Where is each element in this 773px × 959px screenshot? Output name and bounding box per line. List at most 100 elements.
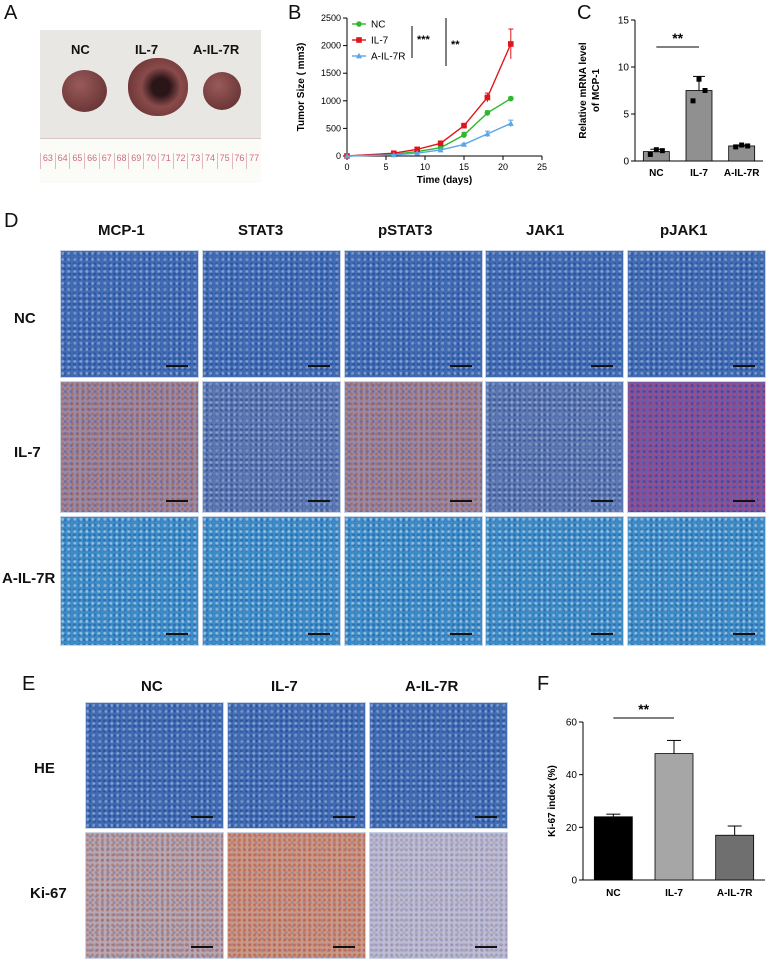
e-tile-ki67-nc xyxy=(85,832,224,959)
f-x-tick-label: IL-7 xyxy=(665,888,683,899)
b-data-point xyxy=(390,151,397,158)
d-tile-il7-stat3 xyxy=(202,381,341,513)
c-y-axis-label-line-1: Relative mRNA level xyxy=(578,42,589,139)
ruler-number: 71 xyxy=(157,153,173,169)
e-tile-ki67-ail7r xyxy=(369,832,508,959)
c-data-point xyxy=(702,88,708,93)
c-data-point xyxy=(690,98,696,104)
d-tile-ail7r-stat3 xyxy=(202,516,341,646)
c-x-tick-label: IL-7 xyxy=(690,168,708,179)
c-data-point xyxy=(745,143,751,149)
e-col-nc: NC xyxy=(141,678,163,695)
ruler: 63 64 65 66 67 68 69 70 71 72 73 74 75 76 77 xyxy=(40,138,261,183)
f-x-tick-label: A-IL-7R xyxy=(717,888,753,899)
b-legend-marker xyxy=(356,52,362,59)
e-tile-he-nc xyxy=(85,702,224,829)
d-tile-il7-mcp1 xyxy=(60,381,199,513)
f-y-tick-label: 60 xyxy=(566,718,578,729)
ruler-number: 63 xyxy=(40,153,55,169)
f-y-axis-label: Ki-67 index (%) xyxy=(547,765,558,837)
c-data-point xyxy=(647,151,653,157)
d-tile-nc-stat3 xyxy=(202,250,341,378)
c-data-point xyxy=(739,142,745,148)
e-col-il7: IL-7 xyxy=(271,678,298,695)
b-data-point xyxy=(484,130,491,137)
ruler-number: 67 xyxy=(98,153,114,169)
d-tile-nc-mcp1 xyxy=(60,250,199,378)
b-y-tick-label: 0 xyxy=(336,151,341,161)
ruler-number: 76 xyxy=(231,153,247,169)
f-y-tick-label: 20 xyxy=(566,823,578,834)
tumor-nc xyxy=(62,70,107,112)
c-data-point xyxy=(733,144,739,150)
b-data-point xyxy=(484,110,491,116)
b-y-tick-label: 1500 xyxy=(321,68,341,78)
b-sig-stars-1: *** xyxy=(417,34,431,46)
b-data-point xyxy=(437,140,444,147)
d-col-mcp1: MCP-1 xyxy=(98,222,145,239)
ruler-number: 64 xyxy=(54,153,70,169)
b-series-line-nc xyxy=(346,97,512,157)
d-tile-ail7r-mcp1 xyxy=(60,516,199,646)
d-col-jak1: JAK1 xyxy=(526,222,565,239)
panel-letter-d: D xyxy=(4,210,19,232)
b-x-tick-label: 25 xyxy=(537,162,547,172)
d-row-il7: IL-7 xyxy=(14,444,41,461)
ruler-number: 68 xyxy=(113,153,129,169)
b-data-point xyxy=(414,146,420,153)
f-y-tick-label: 0 xyxy=(571,876,577,887)
panel-letter-c: C xyxy=(577,2,592,24)
tumor-il7 xyxy=(128,58,188,116)
b-data-point xyxy=(461,132,467,138)
b-data-point xyxy=(461,122,467,129)
c-y-axis-label-line-2: of MCP-1 xyxy=(591,68,602,112)
b-x-tick-label: 5 xyxy=(383,162,388,172)
b-x-axis-label: Time (days) xyxy=(417,175,472,185)
d-tile-ail7r-pjak1 xyxy=(627,516,766,646)
d-tile-il7-pjak1 xyxy=(627,381,766,513)
c-bar xyxy=(728,145,756,162)
ruler-number: 77 xyxy=(246,153,261,169)
e-col-ail7r: A-IL-7R xyxy=(405,678,459,695)
d-col-pstat3: pSTAT3 xyxy=(378,222,433,239)
b-legend-label: A-IL-7R xyxy=(371,52,405,63)
b-y-tick-label: 2500 xyxy=(321,13,341,23)
tumor-ail7r xyxy=(203,72,241,110)
e-tile-he-il7 xyxy=(227,702,366,829)
c-bar xyxy=(685,90,713,162)
d-tile-ail7r-jak1 xyxy=(485,516,624,646)
b-data-point xyxy=(508,95,514,102)
b-data-point xyxy=(437,146,444,153)
d-col-pjak1: pJAK1 xyxy=(660,222,708,239)
tumor-growth-chart: 0 500 1000 1500 2000 2500 0 5 10 15 20 25 Time (days… xyxy=(296,13,547,185)
e-row-he: HE xyxy=(34,760,55,777)
b-x-tick-label: 15 xyxy=(459,162,469,172)
c-bar xyxy=(642,151,670,162)
panel-letter-e: E xyxy=(22,673,36,695)
c-data-point xyxy=(659,148,665,154)
b-data-point xyxy=(414,150,421,156)
d-tile-il7-pstat3 xyxy=(344,381,483,513)
d-tile-il7-jak1 xyxy=(485,381,624,513)
b-data-point xyxy=(508,41,514,47)
b-data-point xyxy=(507,120,514,126)
e-tile-ki67-il7 xyxy=(227,832,366,959)
b-legend-marker xyxy=(356,21,362,27)
b-y-tick-label: 2000 xyxy=(321,41,341,51)
f-x-tick-label: NC xyxy=(606,888,620,899)
panel-letter-b: B xyxy=(288,2,302,24)
c-y-tick-label: 0 xyxy=(623,157,629,168)
ki67-index-chart: 0 20 40 60 Ki-67 index (%) NC IL-7 A-IL-7R ** xyxy=(547,701,765,899)
ruler-number: 73 xyxy=(187,153,202,169)
b-x-tick-label: 20 xyxy=(498,162,508,172)
d-tile-nc-pjak1 xyxy=(627,250,766,378)
panel-letter-f: F xyxy=(537,673,550,695)
c-y-tick-label: 5 xyxy=(623,110,629,121)
c-y-tick-label: 10 xyxy=(618,63,630,74)
c-data-point xyxy=(696,76,702,82)
ruler-number: 75 xyxy=(216,153,232,169)
c-x-tick-label: NC xyxy=(649,168,663,179)
b-y-axis-label: Tumor Size ( mm3) xyxy=(296,43,307,132)
f-bar xyxy=(715,834,755,881)
f-y-tick-label: 40 xyxy=(566,770,578,781)
